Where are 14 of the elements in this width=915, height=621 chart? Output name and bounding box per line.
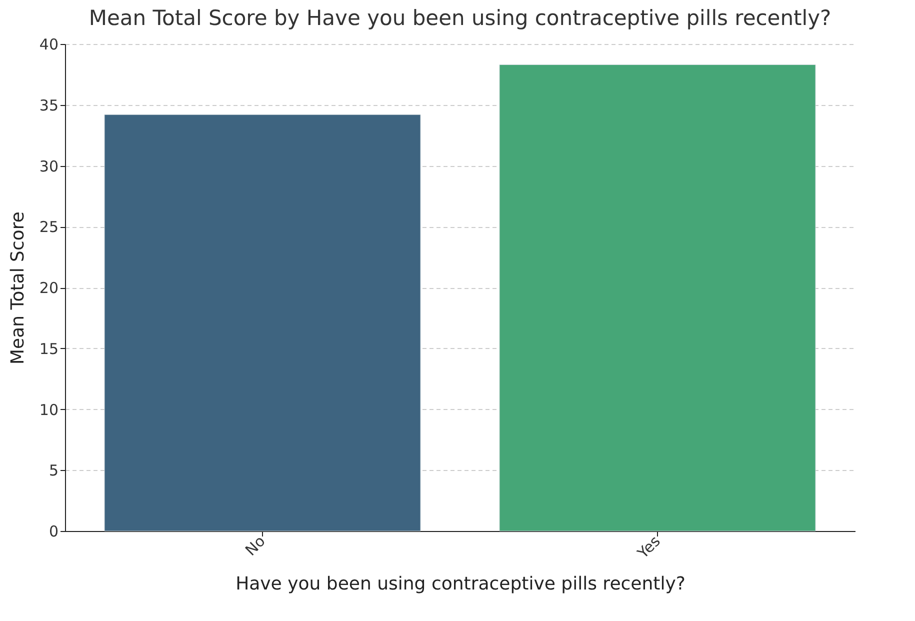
y-tick-label: 25 — [39, 218, 58, 236]
y-tick-label: 15 — [39, 340, 58, 358]
chart-title: Mean Total Score by Have you been using contraceptive pills recently? — [88, 6, 832, 30]
y-tick-label: 10 — [39, 400, 58, 419]
y-tick-label: 30 — [39, 157, 58, 176]
x-tick-label: No — [242, 532, 269, 560]
y-tick-label: 35 — [39, 96, 58, 114]
y-tick-label: 5 — [48, 462, 58, 480]
x-tick-label: Yes — [633, 532, 664, 563]
y-tick-label: 40 — [39, 36, 58, 54]
y-tick-label: 0 — [48, 522, 58, 540]
x-axis-title: Have you been using contraceptive pills recently? — [236, 573, 686, 594]
y-axis-title: Mean Total Score — [7, 212, 28, 364]
y-tick-label: 20 — [39, 279, 58, 297]
